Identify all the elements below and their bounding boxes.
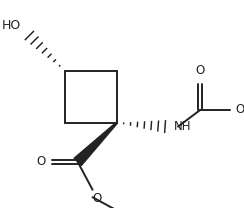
Text: O: O xyxy=(93,192,102,205)
Text: O: O xyxy=(37,155,46,168)
Text: O: O xyxy=(236,103,244,116)
Polygon shape xyxy=(74,122,117,165)
Text: HO: HO xyxy=(2,19,21,32)
Text: O: O xyxy=(196,64,205,77)
Text: NH: NH xyxy=(174,120,192,133)
